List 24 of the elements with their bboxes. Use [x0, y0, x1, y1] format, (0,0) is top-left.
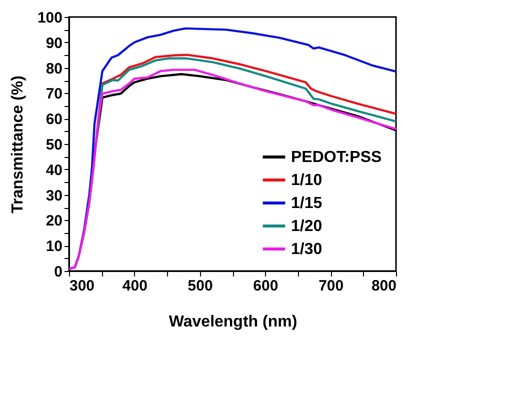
- y-tick-label: 80: [46, 60, 62, 78]
- y-tick-label: 100: [37, 10, 62, 26]
- x-tick-label: 400: [122, 278, 148, 294]
- legend-label: 1/15: [291, 195, 322, 212]
- y-axis-title: Transmittance (%): [9, 76, 26, 214]
- y-tick-label: 20: [46, 212, 62, 230]
- y-tick-label: 90: [46, 34, 62, 52]
- legend-label: 1/30: [291, 241, 322, 258]
- y-tick-label: 40: [46, 162, 62, 179]
- legend-label: 1/20: [291, 218, 322, 235]
- y-tick-label: 10: [46, 238, 62, 256]
- y-tick-label: 70: [46, 86, 62, 103]
- x-tick-label: 500: [188, 278, 213, 294]
- y-tick-label: 0: [54, 264, 62, 280]
- x-tick-label: 300: [70, 278, 95, 294]
- y-tick-label: 30: [46, 187, 62, 204]
- y-tick-label: 60: [46, 111, 62, 128]
- legend-label: PEDOT:PSS: [291, 149, 382, 166]
- x-tick-label: 800: [371, 278, 396, 294]
- x-axis-title: Wavelength (nm): [168, 314, 298, 330]
- x-tick-label: 700: [318, 278, 344, 294]
- y-tick-label: 50: [46, 136, 62, 154]
- legend-label: 1/10: [291, 172, 322, 189]
- x-tick-label: 600: [253, 278, 278, 294]
